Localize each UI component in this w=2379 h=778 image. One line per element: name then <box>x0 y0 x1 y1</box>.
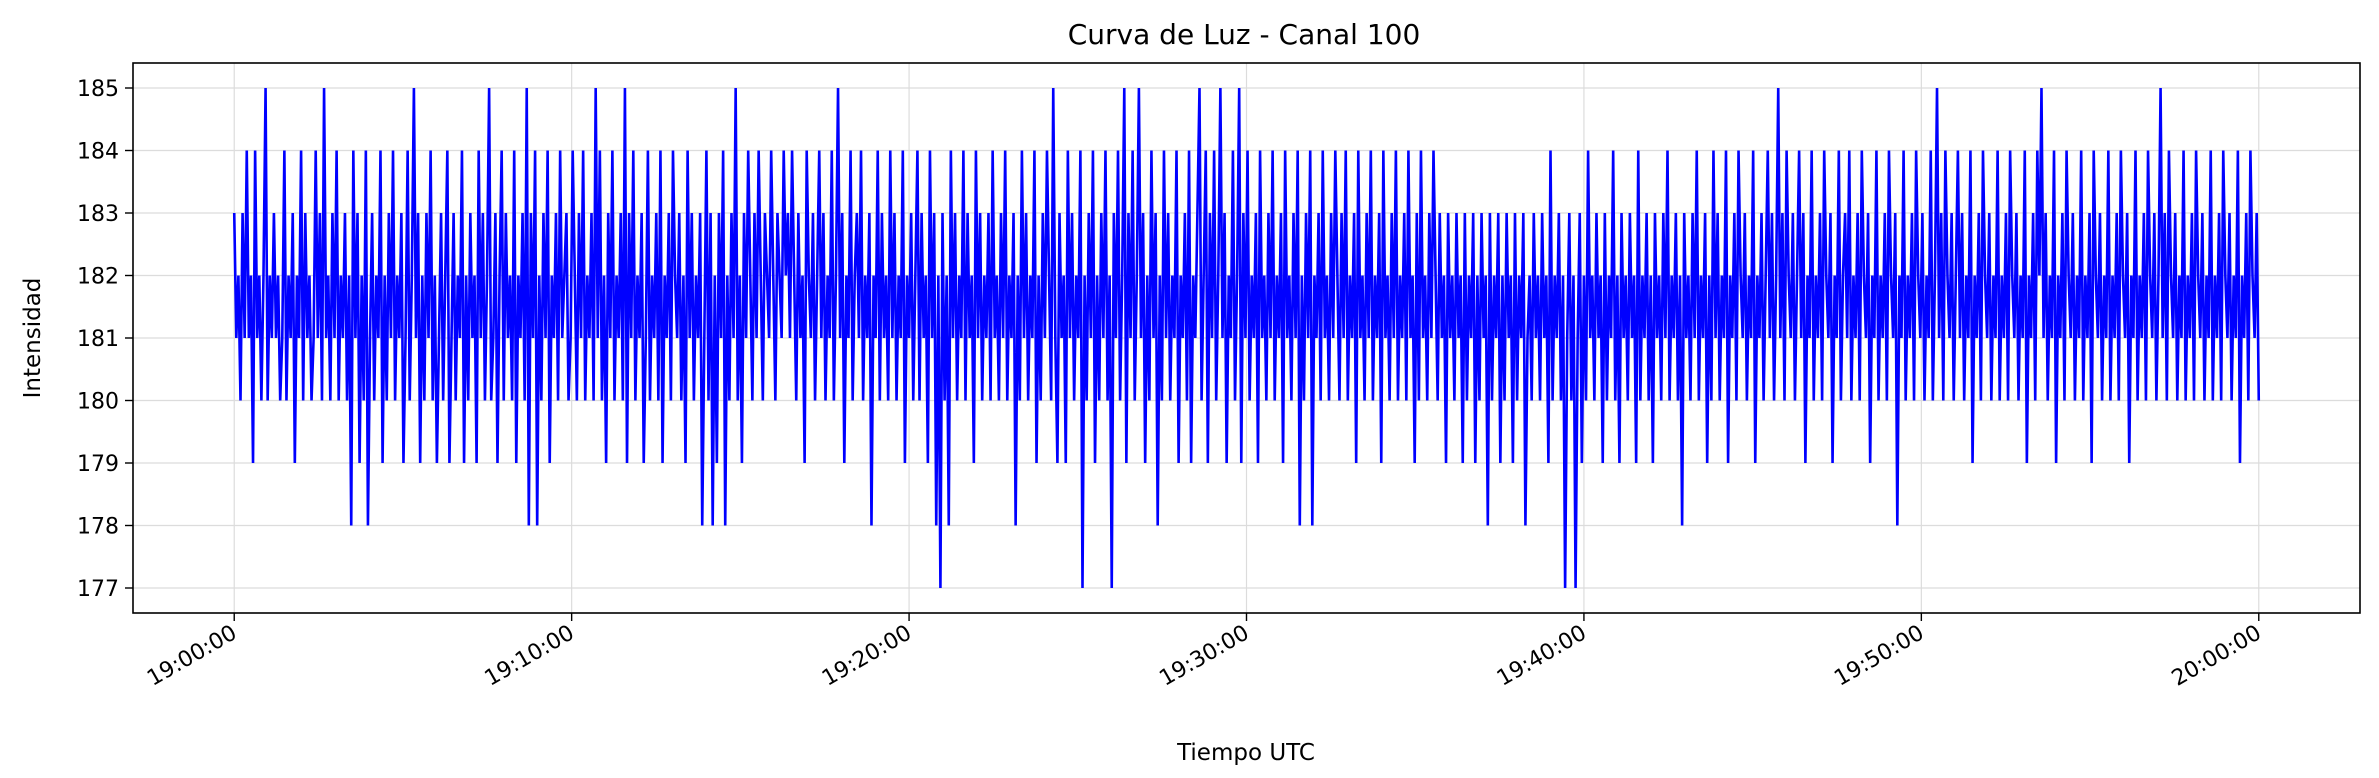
series-line <box>232 87 2261 589</box>
y-tick-label: 180 <box>77 390 119 415</box>
y-tick-label: 182 <box>77 265 119 290</box>
y-tick-label: 181 <box>77 327 119 352</box>
y-tick-label: 178 <box>77 515 119 540</box>
y-tick-label: 185 <box>77 77 119 102</box>
y-tick-label: 184 <box>77 140 119 165</box>
x-axis-label: Tiempo UTC <box>1176 740 1315 766</box>
y-tick-label: 179 <box>77 452 119 477</box>
y-axis-label: Intensidad <box>20 278 46 399</box>
y-tick-label: 177 <box>77 577 119 602</box>
chart-title: Curva de Luz - Canal 100 <box>1068 18 1421 51</box>
y-tick-label: 183 <box>77 202 119 227</box>
data-series <box>232 87 2261 589</box>
